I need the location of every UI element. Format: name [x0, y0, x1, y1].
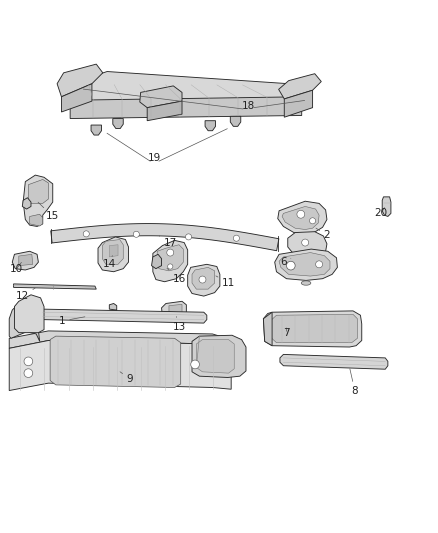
Polygon shape [9, 341, 231, 391]
Text: 16: 16 [167, 268, 186, 284]
Text: 2: 2 [316, 228, 330, 240]
Circle shape [24, 369, 33, 377]
Polygon shape [275, 249, 337, 280]
Polygon shape [91, 125, 102, 135]
Polygon shape [192, 335, 246, 377]
Text: 11: 11 [216, 276, 235, 288]
Polygon shape [284, 90, 313, 117]
Text: 13: 13 [172, 317, 186, 332]
Circle shape [168, 264, 173, 269]
Text: 15: 15 [38, 202, 60, 221]
Polygon shape [282, 206, 319, 230]
Polygon shape [169, 304, 182, 317]
Text: 12: 12 [16, 288, 35, 301]
Polygon shape [14, 295, 44, 333]
Polygon shape [28, 180, 48, 204]
Text: 8: 8 [350, 369, 358, 395]
Text: 7: 7 [283, 328, 290, 337]
Polygon shape [147, 101, 182, 120]
Polygon shape [205, 120, 215, 131]
Ellipse shape [301, 281, 311, 285]
Circle shape [185, 234, 191, 240]
Polygon shape [263, 312, 272, 346]
Polygon shape [278, 201, 327, 234]
Polygon shape [9, 331, 231, 349]
Polygon shape [23, 175, 53, 227]
Circle shape [83, 231, 89, 237]
Polygon shape [280, 354, 388, 369]
Polygon shape [113, 118, 123, 128]
Polygon shape [22, 198, 31, 209]
Text: 9: 9 [120, 372, 133, 384]
Polygon shape [230, 116, 241, 126]
Polygon shape [19, 254, 33, 265]
Circle shape [286, 261, 295, 270]
Polygon shape [162, 301, 186, 320]
Circle shape [133, 231, 139, 237]
Circle shape [310, 218, 316, 224]
Polygon shape [102, 239, 123, 264]
Circle shape [233, 235, 240, 241]
Polygon shape [98, 237, 128, 272]
Text: 10: 10 [10, 262, 23, 273]
Text: 1: 1 [59, 316, 85, 326]
Polygon shape [279, 74, 321, 99]
Polygon shape [14, 284, 96, 289]
Circle shape [24, 357, 33, 366]
Circle shape [167, 249, 174, 256]
Polygon shape [9, 301, 40, 341]
Polygon shape [382, 197, 391, 216]
Text: 18: 18 [242, 101, 255, 111]
Text: 20: 20 [374, 208, 388, 219]
Polygon shape [196, 340, 234, 373]
Text: 14: 14 [102, 256, 116, 269]
Polygon shape [61, 84, 92, 112]
Text: 6: 6 [280, 257, 291, 267]
Polygon shape [152, 254, 162, 269]
Polygon shape [288, 232, 327, 257]
Polygon shape [192, 268, 215, 289]
Circle shape [199, 276, 206, 283]
Polygon shape [50, 336, 181, 387]
Polygon shape [70, 97, 302, 118]
Polygon shape [270, 314, 357, 343]
Polygon shape [187, 264, 220, 296]
Polygon shape [157, 245, 184, 271]
Polygon shape [57, 64, 103, 97]
Text: 17: 17 [159, 236, 177, 247]
Polygon shape [263, 311, 362, 347]
Polygon shape [110, 245, 118, 257]
Circle shape [191, 360, 199, 369]
Polygon shape [30, 214, 43, 226]
Circle shape [297, 211, 305, 218]
Polygon shape [279, 253, 330, 276]
Circle shape [302, 239, 309, 246]
Polygon shape [140, 86, 182, 108]
Polygon shape [40, 309, 207, 323]
Polygon shape [68, 71, 308, 109]
Text: 19: 19 [148, 152, 161, 163]
Circle shape [316, 261, 322, 268]
Polygon shape [12, 251, 39, 270]
Polygon shape [51, 223, 279, 251]
Polygon shape [110, 303, 117, 310]
Polygon shape [153, 240, 187, 282]
